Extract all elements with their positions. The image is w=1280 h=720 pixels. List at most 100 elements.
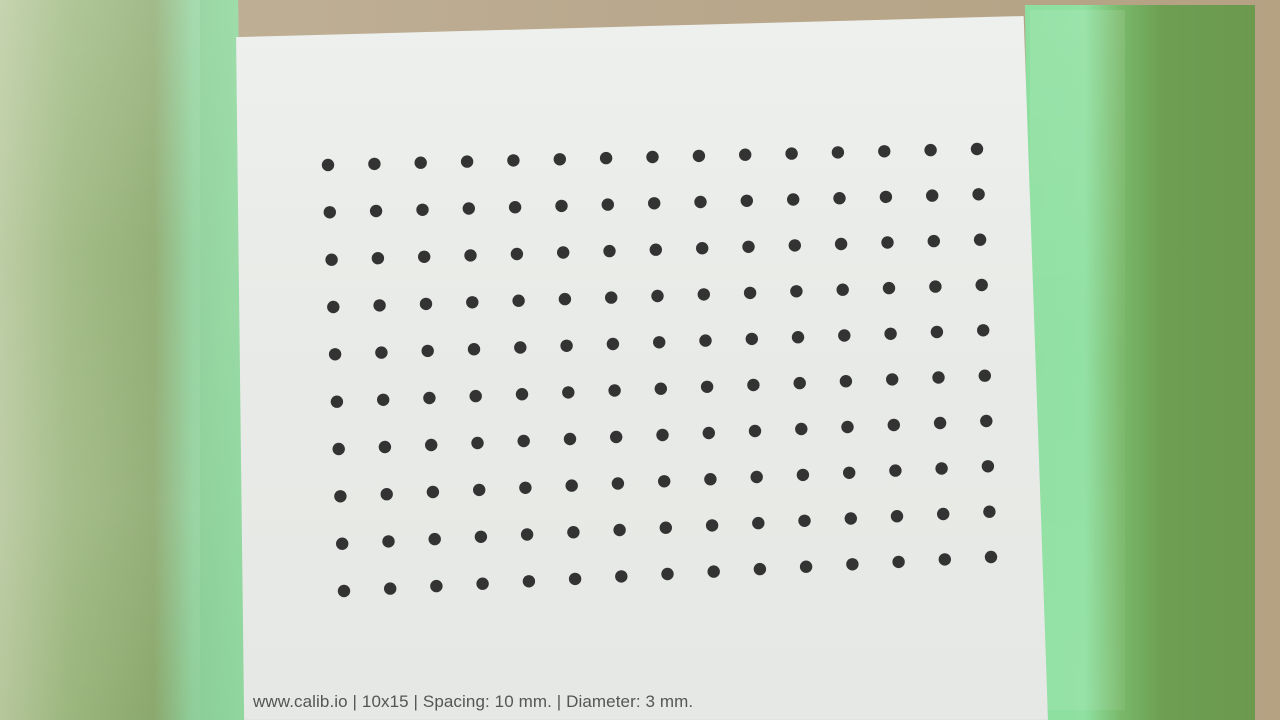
calibration-dot — [879, 190, 893, 204]
calibration-dot — [978, 369, 991, 382]
calibration-dot — [369, 204, 383, 218]
calibration-dot — [790, 285, 803, 298]
calibration-dot — [793, 376, 806, 390]
calibration-dot — [692, 149, 706, 163]
calibration-dot — [887, 418, 900, 432]
calibration-dot — [984, 550, 998, 564]
calibration-dot — [787, 193, 800, 206]
calibration-dot — [975, 278, 988, 292]
calibration-dot — [328, 348, 342, 361]
calibration-dot — [892, 555, 905, 569]
calibration-dot — [924, 143, 937, 157]
calibration-dot — [414, 156, 427, 169]
calibration-dot — [418, 250, 431, 263]
calibration-dot — [833, 192, 846, 205]
calibration-dot — [601, 198, 614, 211]
calibration-dot — [785, 147, 798, 160]
calibration-dot — [878, 145, 891, 158]
calibration-dot — [327, 300, 340, 314]
calibration-dot — [889, 464, 902, 477]
calibration-dot — [560, 339, 573, 352]
calibration-dot — [937, 507, 950, 521]
calibration-dot — [325, 253, 338, 266]
tape-sheen-left — [0, 0, 200, 720]
calibration-dot — [884, 327, 897, 340]
calibration-dot — [476, 577, 489, 590]
tape-sheen-right — [1030, 10, 1125, 710]
calibration-dot — [839, 375, 853, 388]
calibration-dot — [373, 299, 386, 312]
calibration-dot — [610, 430, 623, 444]
calibration-dot — [471, 436, 484, 450]
calibration-dot — [658, 475, 671, 488]
calibration-dot — [558, 292, 572, 306]
calibration-dot — [846, 558, 859, 571]
calibration-dot — [796, 468, 810, 482]
calibration-dot — [748, 424, 762, 438]
calibration-dot — [798, 514, 811, 527]
calibration-dot — [795, 422, 808, 436]
calibration-dot — [980, 414, 993, 428]
calibration-dot — [426, 485, 440, 499]
calibration-dot — [752, 516, 765, 530]
calibration-dot — [651, 289, 664, 303]
calibration-dot — [419, 297, 433, 311]
calibration-dot — [464, 249, 477, 262]
calibration-dot — [745, 332, 758, 346]
calibration-dot — [659, 521, 672, 534]
calibration-dot — [615, 570, 628, 583]
calibration-dot — [707, 565, 720, 578]
calibration-dot — [699, 334, 712, 347]
calibration-sheet — [236, 16, 1048, 720]
calibration-dot — [568, 572, 582, 586]
calibration-dot — [517, 434, 530, 448]
calibration-dot — [831, 146, 845, 159]
calibration-dot — [740, 194, 753, 207]
calibration-dot — [553, 153, 566, 166]
calibration-dot — [935, 462, 948, 475]
calibration-dot — [881, 236, 894, 249]
calibration-dot — [555, 199, 568, 213]
calibration-dot — [844, 512, 857, 525]
calibration-dot — [567, 526, 580, 539]
calibration-dot — [977, 324, 990, 337]
calibration-dot — [462, 202, 475, 215]
calibration-dot — [743, 286, 757, 300]
calibration-dot — [563, 432, 577, 446]
calibration-dot — [514, 341, 527, 354]
calibration-dot — [321, 158, 335, 172]
green-tape-left — [0, 0, 248, 720]
calibration-dot — [788, 239, 801, 252]
calibration-dot — [656, 428, 669, 442]
calibration-dot — [423, 391, 436, 405]
calibration-dot — [661, 567, 674, 581]
calibration-dot — [970, 142, 984, 156]
calibration-dot — [843, 466, 856, 479]
calibration-dot — [704, 473, 717, 486]
calibration-dot — [932, 371, 945, 384]
green-tape-right — [1025, 5, 1255, 720]
calibration-dot — [508, 201, 522, 214]
calibration-dot — [336, 537, 349, 550]
calibration-dot — [933, 416, 947, 430]
calibration-dot — [653, 336, 666, 349]
calibration-dot — [753, 562, 767, 576]
calibration-dot — [929, 280, 942, 293]
calibration-dot — [562, 386, 575, 399]
calibration-dot — [705, 519, 719, 532]
calibration-dot — [384, 582, 397, 595]
calibration-dot — [510, 247, 524, 261]
calibration-dot — [983, 505, 996, 518]
calibration-dot — [565, 479, 578, 492]
calibration-dot — [882, 281, 896, 295]
calibration-dot — [519, 481, 532, 494]
calibration-dot — [791, 331, 805, 344]
pattern-caption: www.calib.io | 10x15 | Spacing: 10 mm. |… — [253, 692, 694, 711]
calibration-dot — [694, 195, 707, 209]
calibration-dot — [382, 535, 395, 548]
calibration-dot — [841, 420, 854, 434]
calibration-dot — [467, 343, 481, 356]
calibration-dot — [886, 373, 899, 386]
calibration-dot — [557, 246, 570, 259]
calibration-dot — [700, 380, 714, 393]
